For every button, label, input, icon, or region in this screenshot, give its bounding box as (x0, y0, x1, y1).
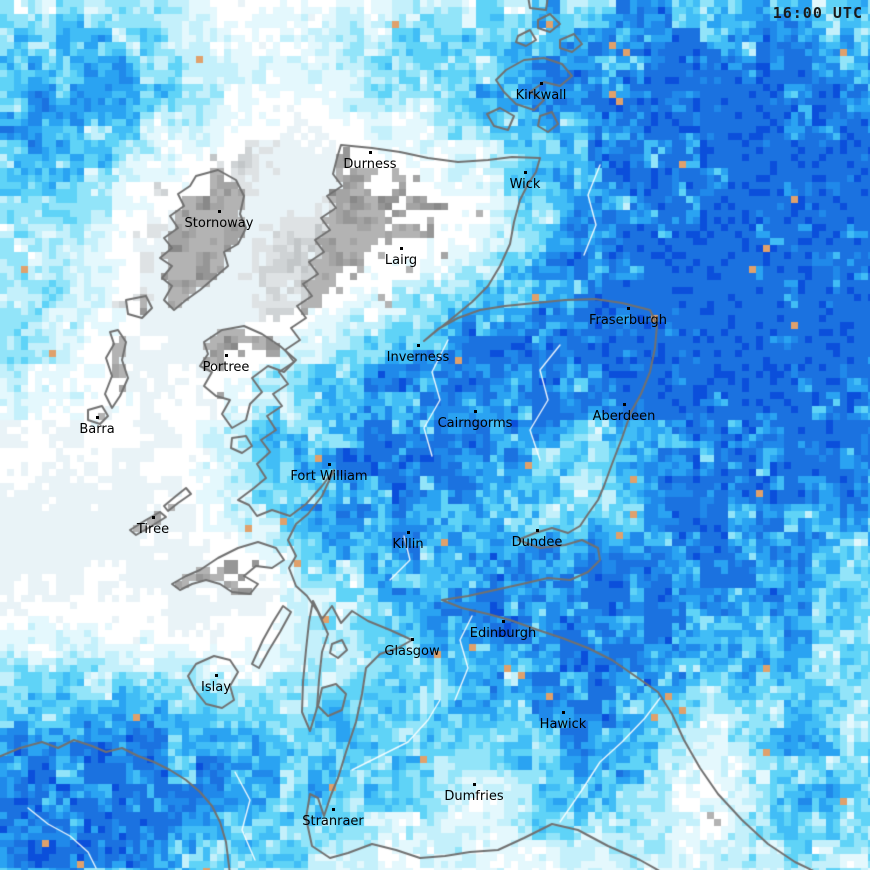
city-label-fort-william: Fort William (290, 469, 368, 484)
city-marker-barra (96, 416, 99, 419)
city-label-stranraer: Stranraer (302, 814, 364, 829)
city-label-kirkwall: Kirkwall (515, 88, 567, 103)
city-marker-fraserburgh (627, 307, 630, 310)
city-marker-tiree (152, 516, 155, 519)
city-label-aberdeen: Aberdeen (592, 409, 656, 424)
city-label-wick: Wick (509, 177, 541, 192)
city-marker-dumfries (473, 783, 476, 786)
city-label-dundee: Dundee (511, 535, 563, 550)
city-marker-hawick (562, 711, 565, 714)
city-marker-lairg (400, 247, 403, 250)
city-marker-cairngorms (474, 410, 477, 413)
city-marker-glasgow (411, 638, 414, 641)
city-label-portree: Portree (202, 360, 250, 375)
city-marker-islay (215, 674, 218, 677)
city-label-glasgow: Glasgow (384, 644, 440, 659)
city-label-stornoway: Stornoway (184, 216, 254, 231)
city-label-tiree: Tiree (136, 522, 170, 537)
city-label-durness: Durness (343, 157, 397, 172)
city-label-barra: Barra (79, 422, 115, 437)
city-marker-aberdeen (623, 403, 626, 406)
timestamp-label: 16:00 UTC (772, 4, 863, 22)
city-label-hawick: Hawick (539, 717, 587, 732)
city-marker-dundee (536, 529, 539, 532)
city-label-dumfries: Dumfries (444, 789, 504, 804)
city-marker-fort-william (328, 463, 331, 466)
city-marker-stornoway (218, 210, 221, 213)
city-label-cairngorms: Cairngorms (437, 416, 513, 431)
city-marker-edinburgh (502, 620, 505, 623)
city-label-inverness: Inverness (386, 350, 450, 365)
city-marker-durness (369, 151, 372, 154)
city-marker-wick (524, 171, 527, 174)
city-marker-portree (225, 354, 228, 357)
city-marker-killin (407, 531, 410, 534)
city-marker-stranraer (332, 808, 335, 811)
city-label-islay: Islay (201, 680, 231, 695)
city-marker-inverness (417, 344, 420, 347)
city-label-killin: Killin (392, 537, 424, 552)
city-label-lairg: Lairg (384, 253, 418, 268)
city-label-edinburgh: Edinburgh (469, 626, 537, 641)
city-label-fraserburgh: Fraserburgh (588, 313, 668, 328)
city-marker-kirkwall (540, 82, 543, 85)
